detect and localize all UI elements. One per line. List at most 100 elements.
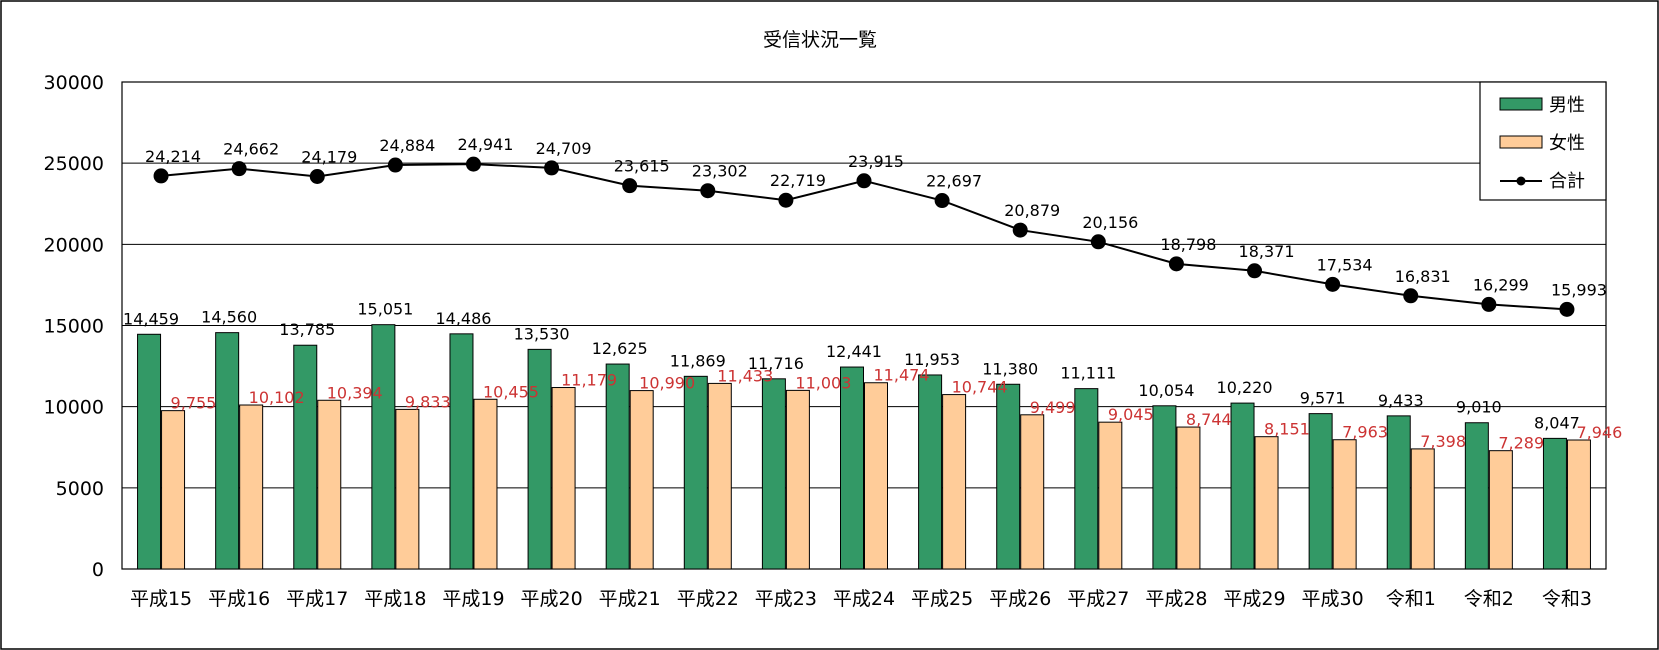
- total-value-label: 24,662: [223, 140, 279, 159]
- male-value-label: 11,716: [748, 354, 804, 373]
- total-value-label: 24,709: [536, 139, 592, 158]
- chart-title: 受信状況一覧: [763, 29, 877, 51]
- y-tick-label: 25000: [44, 153, 104, 175]
- bar-female: [551, 387, 576, 570]
- total-point: [1325, 276, 1341, 292]
- female-value-label: 10,394: [327, 383, 383, 402]
- bar-male: [918, 374, 943, 570]
- bar-female: [1020, 414, 1045, 570]
- bar-female: [1332, 439, 1357, 570]
- total-point: [231, 161, 247, 177]
- bar-female: [1176, 426, 1201, 570]
- bar-male: [1386, 415, 1411, 570]
- total-point: [465, 156, 481, 172]
- x-tick-label: 平成29: [1223, 588, 1285, 610]
- bar-male: [527, 348, 552, 570]
- y-tick-label: 10000: [44, 397, 104, 419]
- x-tick-label: 令和2: [1464, 588, 1514, 610]
- female-value-label: 9,045: [1108, 405, 1154, 424]
- y-axis: 0 5000 10000 15000 20000 25000 30000: [44, 72, 104, 581]
- total-point: [153, 168, 169, 184]
- bar-male: [1230, 402, 1255, 570]
- x-tick-label: 令和3: [1542, 588, 1592, 610]
- total-value-label: 18,371: [1239, 242, 1295, 261]
- total-point: [622, 178, 638, 194]
- y-tick-label: 5000: [56, 478, 104, 500]
- legend-label-total: 合計: [1549, 171, 1585, 192]
- total-value-label: 23,915: [848, 152, 904, 171]
- bar-male: [1542, 437, 1567, 570]
- bar-male: [215, 332, 240, 570]
- bar-female: [1254, 436, 1279, 570]
- data-labels: 14,459 9,755 24,214 14,560 10,102 24,662 13,78…: [123, 135, 1622, 453]
- y-tick-label: 15000: [44, 316, 104, 338]
- total-point: [1090, 234, 1106, 250]
- male-value-label: 8,047: [1534, 413, 1580, 432]
- legend-marker-total: [1516, 176, 1526, 186]
- y-tick-label: 30000: [44, 72, 104, 94]
- female-value-label: 7,963: [1342, 423, 1388, 442]
- bar-female: [1410, 448, 1435, 570]
- total-value-label: 24,884: [379, 136, 435, 155]
- x-tick-label: 平成24: [833, 588, 895, 610]
- bar-male: [1074, 388, 1099, 570]
- male-value-label: 9,571: [1300, 389, 1346, 408]
- male-value-label: 14,459: [123, 309, 179, 328]
- total-value-label: 18,798: [1160, 235, 1216, 254]
- line-series: [153, 156, 1575, 317]
- total-value-label: 22,697: [926, 172, 982, 191]
- x-tick-label: 平成15: [130, 588, 192, 610]
- bar-female: [1566, 439, 1591, 570]
- legend-box: [1479, 81, 1607, 201]
- total-point: [1559, 301, 1575, 317]
- total-point: [544, 160, 560, 176]
- bar-male: [1152, 405, 1177, 570]
- bar-female: [629, 390, 654, 570]
- bar-male: [996, 383, 1021, 570]
- legend-swatch-male: [1499, 97, 1543, 111]
- bar-female: [317, 399, 342, 570]
- x-tick-label: 平成20: [520, 588, 582, 610]
- bar-female: [707, 382, 732, 570]
- male-value-label: 12,441: [826, 342, 882, 361]
- male-value-label: 9,433: [1378, 391, 1424, 410]
- male-value-label: 12,625: [592, 339, 648, 358]
- female-value-label: 9,833: [405, 392, 451, 411]
- bar-male: [683, 375, 708, 570]
- male-value-label: 14,560: [201, 308, 257, 327]
- total-value-label: 24,214: [145, 147, 201, 166]
- total-point: [1168, 256, 1184, 272]
- female-value-label: 10,102: [249, 388, 305, 407]
- total-point: [700, 183, 716, 199]
- total-value-label: 22,719: [770, 171, 826, 190]
- bar-male: [1464, 422, 1489, 570]
- total-value-label: 15,993: [1551, 280, 1607, 299]
- x-tick-label: 平成18: [364, 588, 426, 610]
- bar-female: [864, 382, 888, 570]
- female-value-label: 9,755: [171, 394, 217, 413]
- bar-female: [1098, 421, 1123, 570]
- male-value-label: 13,530: [514, 324, 570, 343]
- bar-female: [942, 394, 967, 570]
- legend-label-male: 男性: [1549, 95, 1585, 116]
- bar-female: [473, 398, 498, 570]
- female-value-label: 9,499: [1030, 398, 1076, 417]
- x-tick-label: 平成26: [989, 588, 1051, 610]
- total-value-label: 17,534: [1317, 255, 1373, 274]
- x-tick-label: 平成16: [208, 588, 270, 610]
- bar-male: [1308, 413, 1333, 570]
- bar-female: [395, 408, 420, 570]
- x-tick-label: 平成30: [1302, 588, 1364, 610]
- male-value-label: 9,010: [1456, 398, 1502, 417]
- female-value-label: 11,433: [717, 366, 773, 385]
- female-value-label: 10,990: [639, 374, 695, 393]
- total-point: [1247, 263, 1263, 279]
- total-value-label: 20,879: [1004, 201, 1060, 220]
- female-value-label: 7,398: [1420, 432, 1466, 451]
- y-tick-label: 20000: [44, 234, 104, 256]
- male-value-label: 11,869: [670, 351, 726, 370]
- bar-male: [449, 333, 474, 570]
